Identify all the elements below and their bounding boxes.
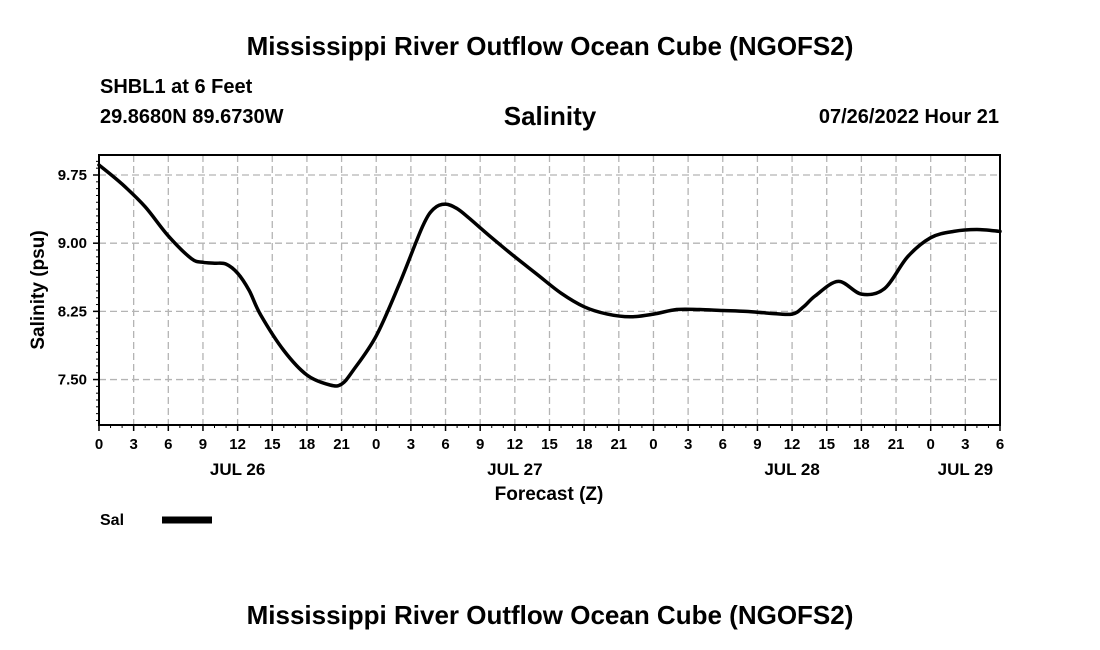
x-tick-label: 6 bbox=[164, 436, 172, 453]
series-line-sal bbox=[97, 163, 1002, 388]
x-day-label: JUL 26 bbox=[210, 460, 265, 479]
x-tick-label: 0 bbox=[649, 436, 657, 453]
x-axis-label: Forecast (Z) bbox=[495, 484, 604, 505]
y-tick-label: 7.50 bbox=[58, 372, 87, 389]
x-tick-label: 3 bbox=[684, 436, 692, 453]
x-tick-label: 15 bbox=[264, 436, 281, 453]
x-day-label: JUL 28 bbox=[764, 460, 819, 479]
x-tick-label: 12 bbox=[507, 436, 524, 453]
x-axis: 0 3 6 9 12 15 18 21 0 3 6 9 12 15 18 21 0 3 6 9 12 15 18 21 0 3 6J… bbox=[95, 425, 1004, 479]
station-label: SHBL1 at 6 Feet bbox=[100, 76, 253, 98]
x-tick-label: 12 bbox=[784, 436, 801, 453]
x-tick-label: 3 bbox=[407, 436, 415, 453]
y-axis: 7.50 8.25 9.00 9.75 bbox=[58, 160, 99, 421]
x-tick-label: 21 bbox=[333, 436, 350, 453]
chart-title-top: Mississippi River Outflow Ocean Cube (NG… bbox=[246, 31, 854, 61]
grid-lines bbox=[99, 155, 1000, 425]
legend-label-sal: Sal bbox=[100, 512, 124, 529]
x-tick-label: 0 bbox=[372, 436, 380, 453]
y-tick-label: 9.75 bbox=[58, 167, 87, 184]
x-tick-label: 21 bbox=[888, 436, 905, 453]
x-tick-label: 3 bbox=[129, 436, 137, 453]
x-tick-label: 0 bbox=[927, 436, 935, 453]
x-tick-label: 0 bbox=[95, 436, 103, 453]
x-tick-label: 9 bbox=[476, 436, 484, 453]
plot-frame bbox=[98, 154, 1001, 426]
x-tick-label: 15 bbox=[541, 436, 558, 453]
x-tick-label: 3 bbox=[961, 436, 969, 453]
x-tick-label: 9 bbox=[199, 436, 207, 453]
x-tick-label: 12 bbox=[229, 436, 246, 453]
x-tick-label: 18 bbox=[299, 436, 316, 453]
forecast-datetime: 07/26/2022 Hour 21 bbox=[818, 106, 999, 128]
chart-title-bottom: Mississippi River Outflow Ocean Cube (NG… bbox=[246, 600, 854, 630]
x-tick-label: 9 bbox=[753, 436, 761, 453]
x-tick-label: 18 bbox=[853, 436, 870, 453]
x-tick-label: 6 bbox=[441, 436, 449, 453]
y-tick-label: 8.25 bbox=[58, 303, 87, 320]
x-day-label: JUL 27 bbox=[487, 460, 542, 479]
x-day-label: JUL 29 bbox=[938, 460, 993, 479]
variable-title: Salinity bbox=[503, 101, 597, 131]
y-tick-label: 9.00 bbox=[58, 235, 87, 252]
x-tick-label: 15 bbox=[818, 436, 835, 453]
y-axis-label: Salinity (psu) bbox=[28, 230, 49, 349]
x-tick-label: 18 bbox=[576, 436, 593, 453]
x-tick-label: 6 bbox=[719, 436, 727, 453]
x-tick-label: 6 bbox=[996, 436, 1004, 453]
station-coordinates: 29.8680N 89.6730W bbox=[100, 106, 284, 128]
x-tick-label: 21 bbox=[610, 436, 627, 453]
